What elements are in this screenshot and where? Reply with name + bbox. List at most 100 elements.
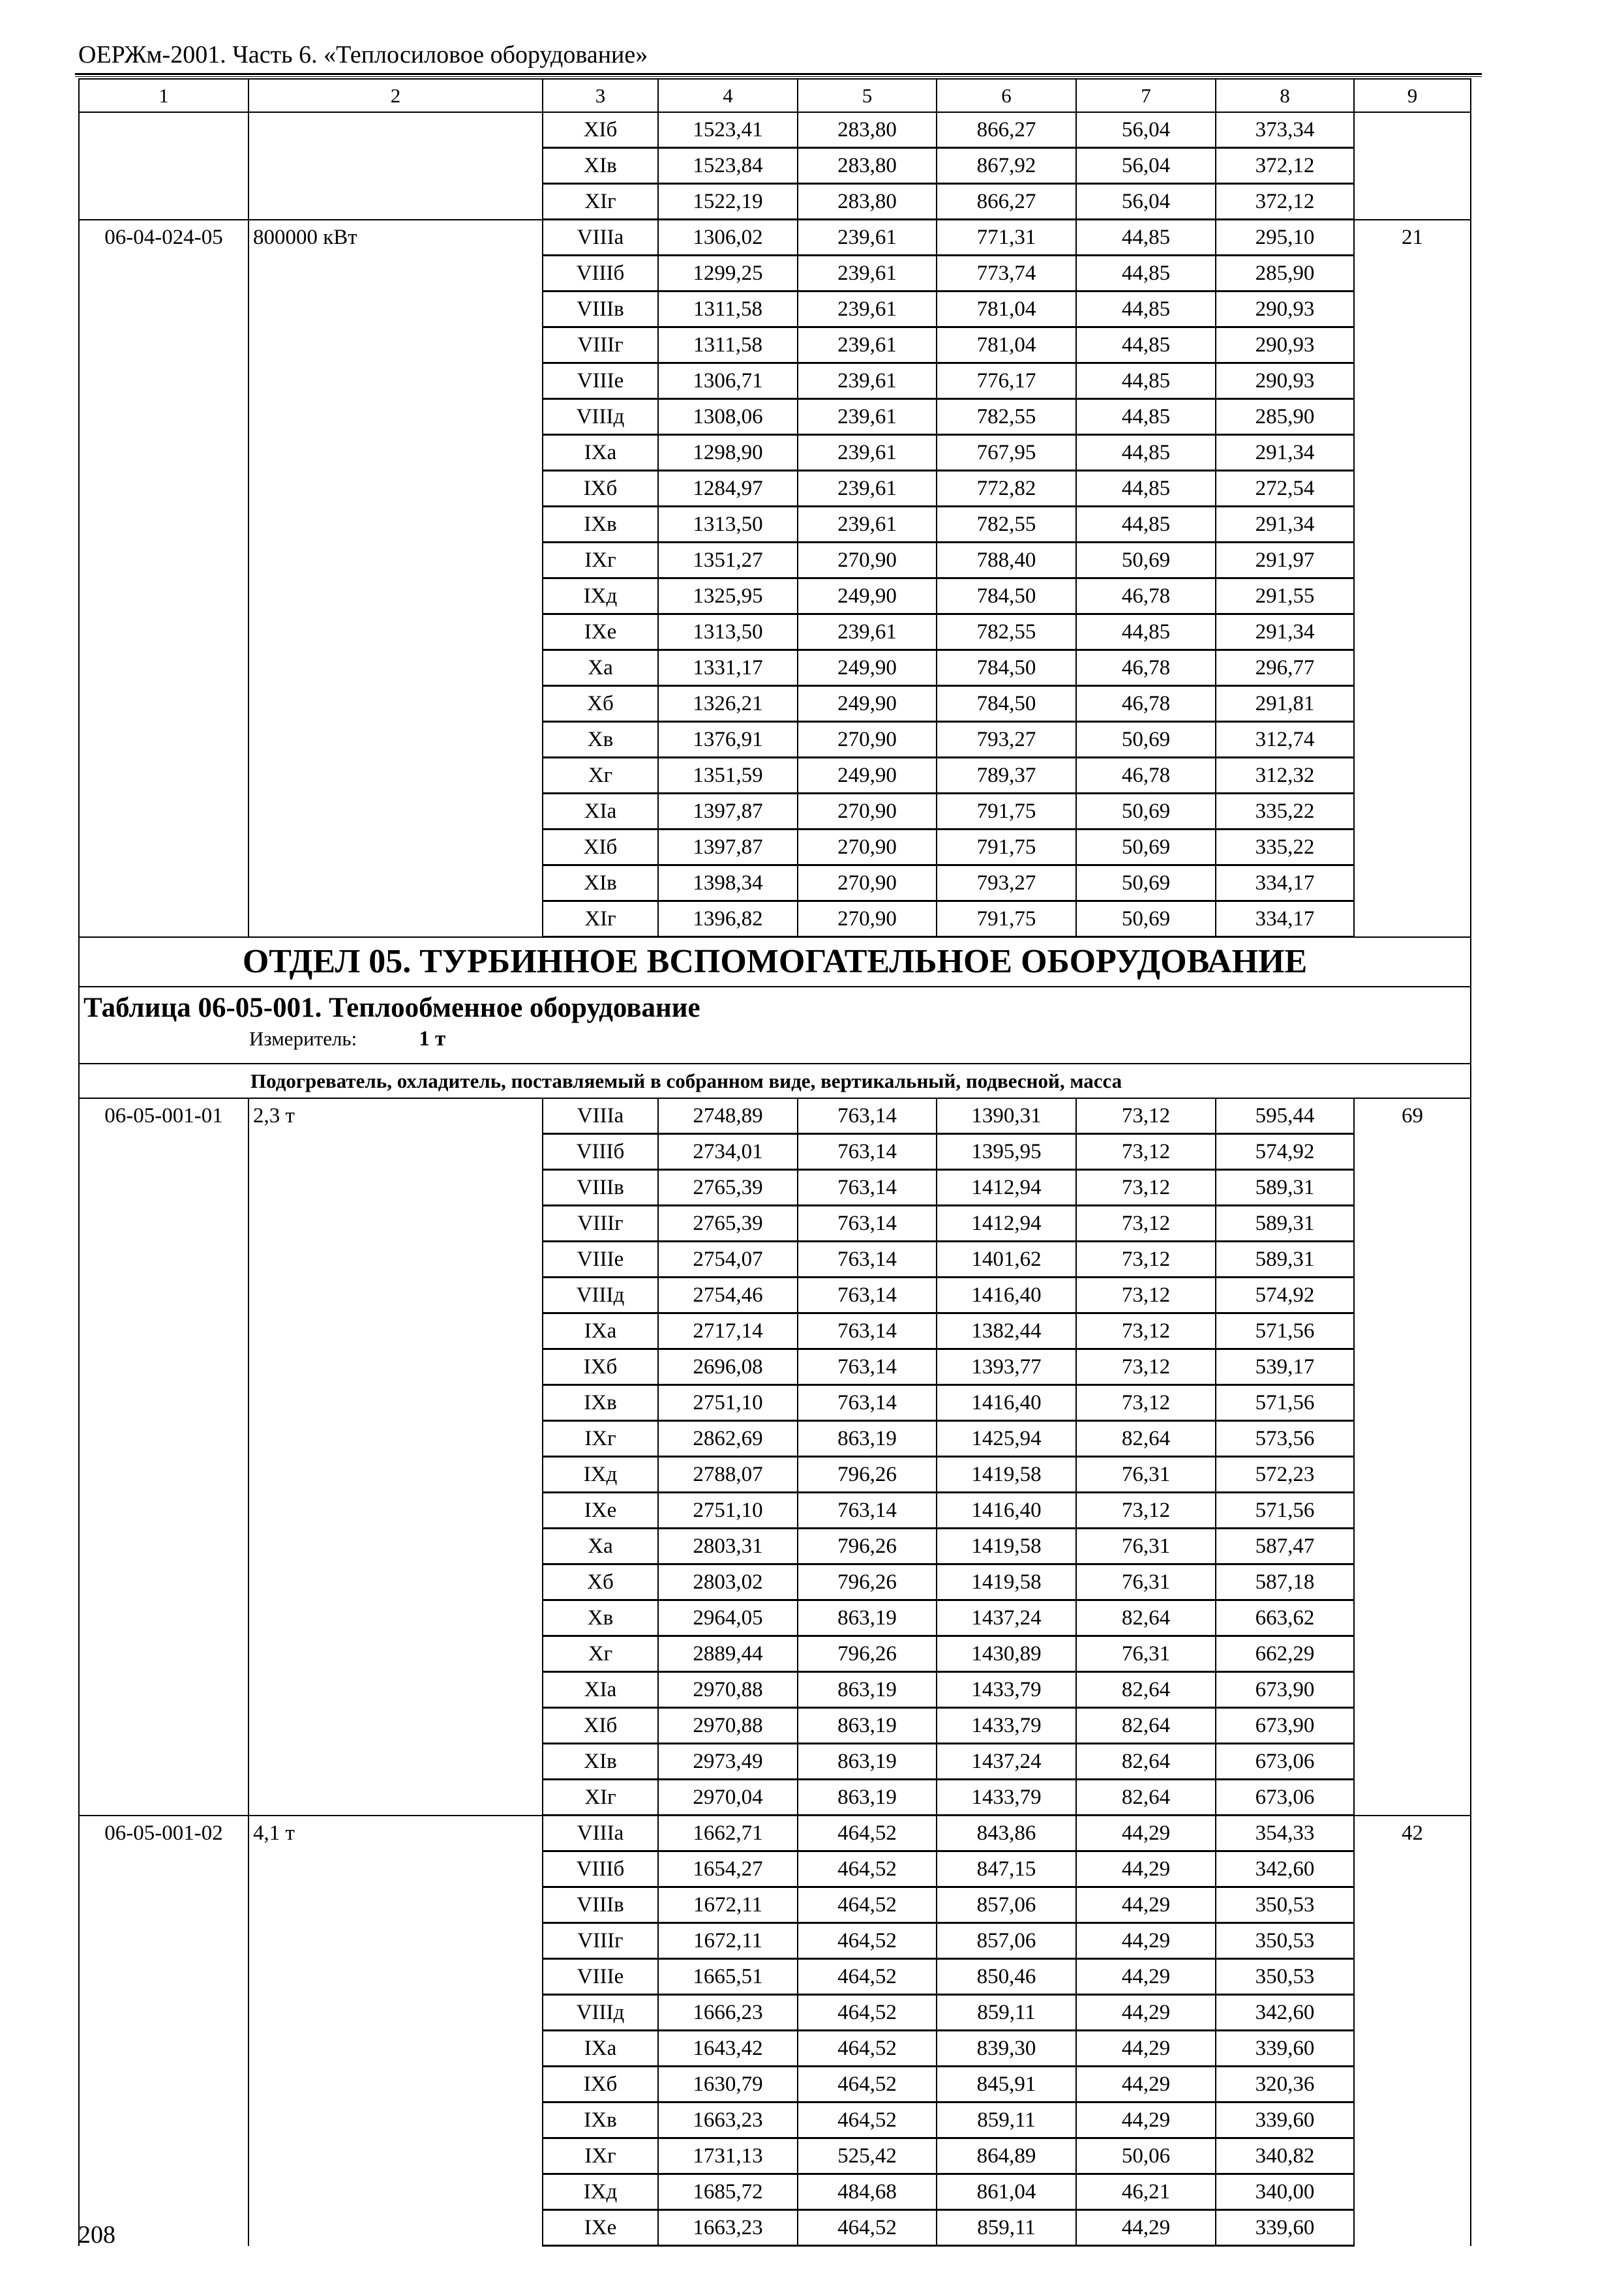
value-cell: 843,86 bbox=[936, 1814, 1077, 1852]
value-cell: 239,61 bbox=[797, 327, 937, 364]
value-cell: 571,56 bbox=[1215, 1384, 1355, 1422]
zone-cell: IXв bbox=[542, 1384, 659, 1422]
table-title: Таблица 06-05-001. Теплообменное оборудо… bbox=[83, 993, 700, 1023]
value-cell: 2970,88 bbox=[657, 1671, 798, 1709]
subtitle: Подогреватель, охладитель, поставляемый … bbox=[78, 1063, 1471, 1099]
value-cell: 571,56 bbox=[1215, 1313, 1355, 1350]
value-cell: 782,55 bbox=[936, 398, 1077, 436]
table-row: VIIIв 2765,39 763,14 1412,94 73,12 589,31 bbox=[79, 1169, 1471, 1206]
value-cell: 589,31 bbox=[1215, 1241, 1355, 1278]
table-row: XIа 2970,88 863,19 1433,79 82,64 673,90 bbox=[79, 1671, 1471, 1709]
table-row: XIг 1522,19 283,80 866,27 56,04 372,12 bbox=[79, 183, 1471, 220]
value-cell: 839,30 bbox=[936, 2030, 1077, 2067]
zone-cell: Xг bbox=[542, 757, 659, 794]
table-row: VIIIв 1672,11 464,52 857,06 44,29 350,53 bbox=[79, 1887, 1471, 1924]
value-cell: 1311,58 bbox=[657, 327, 798, 364]
value-cell: 484,68 bbox=[797, 2174, 937, 2211]
rate-code: 06-04-024-05 bbox=[78, 218, 249, 937]
value-cell: 863,19 bbox=[797, 1420, 937, 1458]
value-cell: 791,75 bbox=[936, 793, 1077, 830]
value-cell: 76,31 bbox=[1075, 1456, 1216, 1493]
zone-cell: IXв bbox=[542, 2102, 659, 2139]
value-cell: 312,32 bbox=[1215, 757, 1355, 794]
value-cell: 239,61 bbox=[797, 255, 937, 292]
value-cell: 782,55 bbox=[936, 506, 1077, 543]
section-heading-row: ОТДЕЛ 05. ТУРБИННОЕ ВСПОМОГАТЕЛЬНОЕ ОБОР… bbox=[78, 936, 1471, 987]
zone-cell: XIг bbox=[542, 901, 659, 938]
value-cell: 1412,94 bbox=[936, 1205, 1077, 1242]
value-cell: 1731,13 bbox=[657, 2138, 798, 2175]
value-cell: 772,82 bbox=[936, 470, 1077, 507]
table-row: IXв 1663,23 464,52 859,11 44,29 339,60 bbox=[79, 2102, 1471, 2139]
value-cell: 1662,71 bbox=[657, 1814, 798, 1852]
value-cell: 863,19 bbox=[797, 1743, 937, 1780]
value-cell: 2754,07 bbox=[657, 1241, 798, 1278]
value-cell: 863,19 bbox=[797, 1600, 937, 1637]
value-cell: 239,61 bbox=[797, 218, 937, 256]
zone-cell: VIIIг bbox=[542, 327, 659, 364]
subtitle-row: Подогреватель, охладитель, поставляемый … bbox=[78, 1063, 1471, 1099]
section-heading: ОТДЕЛ 05. ТУРБИННОЕ ВСПОМОГАТЕЛЬНОЕ ОБОР… bbox=[78, 936, 1471, 987]
table-row: IXб 2696,08 763,14 1393,77 73,12 539,17 bbox=[79, 1349, 1471, 1386]
zone-cell: XIг bbox=[542, 1779, 659, 1816]
table-row: XIб 1523,41 283,80 866,27 56,04 373,34 bbox=[78, 112, 1471, 220]
value-cell: 350,53 bbox=[1215, 1958, 1355, 1996]
zone-cell: IXа bbox=[542, 434, 659, 471]
table-row: IXа 2717,14 763,14 1382,44 73,12 571,56 bbox=[79, 1313, 1471, 1350]
value-cell: 1523,84 bbox=[657, 147, 798, 185]
value-cell: 763,14 bbox=[797, 1098, 937, 1135]
value-cell: 1433,79 bbox=[936, 1671, 1077, 1709]
value-cell: 1672,11 bbox=[657, 1887, 798, 1924]
zone-cell: XIб bbox=[542, 1707, 659, 1744]
value-cell: 44,85 bbox=[1075, 218, 1216, 256]
value-cell: 73,12 bbox=[1075, 1313, 1216, 1350]
table-row: VIIIг 1311,58 239,61 781,04 44,85 290,93 bbox=[79, 327, 1471, 364]
value-cell: 50,69 bbox=[1075, 829, 1216, 866]
column-number: 5 bbox=[797, 78, 937, 113]
value-cell: 781,04 bbox=[936, 291, 1077, 328]
value-cell: 340,00 bbox=[1215, 2174, 1355, 2211]
value-cell: 796,26 bbox=[797, 1636, 937, 1673]
value-cell: 290,93 bbox=[1215, 291, 1355, 328]
value-cell: 46,21 bbox=[1075, 2174, 1216, 2211]
value-cell: 1643,42 bbox=[657, 2030, 798, 2067]
value-cell: 1416,40 bbox=[936, 1384, 1077, 1422]
value-cell: 44,85 bbox=[1075, 614, 1216, 651]
value-cell: 44,29 bbox=[1075, 1922, 1216, 1960]
value-cell: 1425,94 bbox=[936, 1420, 1077, 1458]
value-cell: 1331,17 bbox=[657, 650, 798, 687]
value-cell: 82,64 bbox=[1075, 1743, 1216, 1780]
rate-name: 800000 кВт bbox=[248, 218, 543, 937]
value-cell: 773,74 bbox=[936, 255, 1077, 292]
value-cell: 1325,95 bbox=[657, 578, 798, 615]
value-cell: 2964,05 bbox=[657, 1600, 798, 1637]
value-cell: 283,80 bbox=[797, 112, 937, 149]
value-cell: 44,29 bbox=[1075, 1958, 1216, 1996]
value-cell: 574,92 bbox=[1215, 1277, 1355, 1314]
value-cell: 44,29 bbox=[1075, 2102, 1216, 2139]
table-row: XIб 1397,87 270,90 791,75 50,69 335,22 bbox=[79, 829, 1471, 866]
value-cell: 82,64 bbox=[1075, 1671, 1216, 1709]
value-cell: 1397,87 bbox=[657, 829, 798, 866]
value-cell: 767,95 bbox=[936, 434, 1077, 471]
value-cell: 1397,87 bbox=[657, 793, 798, 830]
value-cell: 464,52 bbox=[797, 2209, 937, 2247]
value-cell: 1401,62 bbox=[936, 1241, 1077, 1278]
value-cell: 864,89 bbox=[936, 2138, 1077, 2175]
value-cell: 1666,23 bbox=[657, 1994, 798, 2031]
value-cell: 46,78 bbox=[1075, 685, 1216, 723]
value-cell: 1306,02 bbox=[657, 218, 798, 256]
value-cell: 73,12 bbox=[1075, 1169, 1216, 1206]
value-cell: 859,11 bbox=[936, 2102, 1077, 2139]
value-cell: 270,90 bbox=[797, 542, 937, 579]
value-cell: 350,53 bbox=[1215, 1887, 1355, 1924]
value-cell: 270,90 bbox=[797, 793, 937, 830]
table-row: Xв 2964,05 863,19 1437,24 82,64 663,62 bbox=[79, 1600, 1471, 1637]
value-cell: 1393,77 bbox=[936, 1349, 1077, 1386]
rate-name: 2,3 т bbox=[248, 1098, 543, 1816]
col9-cell bbox=[1353, 112, 1471, 220]
value-cell: 73,12 bbox=[1075, 1205, 1216, 1242]
value-cell: 82,64 bbox=[1075, 1600, 1216, 1637]
value-cell: 2734,01 bbox=[657, 1133, 798, 1171]
zone-cell: VIIIб bbox=[542, 1851, 659, 1888]
